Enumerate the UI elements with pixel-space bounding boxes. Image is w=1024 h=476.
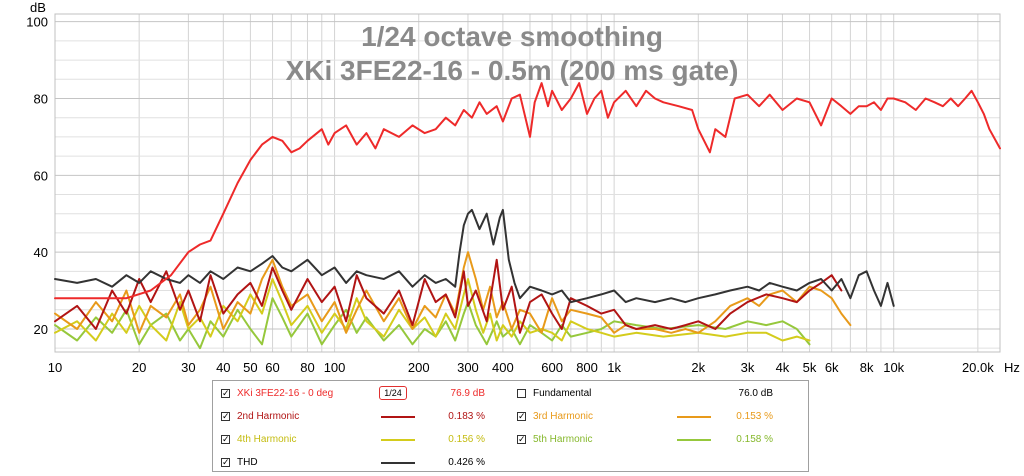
x-axis-label: Hz bbox=[1004, 360, 1020, 375]
x-tick-label: 6k bbox=[825, 360, 839, 375]
legend-value-5th-harmonic: 0.158 % bbox=[736, 434, 773, 445]
x-tick-label: 40 bbox=[216, 360, 230, 375]
y-tick-label: 80 bbox=[34, 92, 48, 107]
legend-label-3rd-harmonic: 3rd Harmonic bbox=[533, 411, 594, 422]
chart-subtitle: XKi 3FE22-16 - 0.5m (200 ms gate) bbox=[286, 55, 739, 86]
x-tick-label: 800 bbox=[576, 360, 598, 375]
legend-value-4th-harmonic: 0.156 % bbox=[448, 434, 485, 445]
legend-row-2nd-harmonic[interactable]: ✓ 2nd Harmonic 0.183 % bbox=[221, 409, 511, 425]
legend-label-5th-harmonic: 5th Harmonic bbox=[533, 434, 593, 445]
series-line-3rd-harmonic bbox=[54, 251, 852, 334]
series-line-xki-3fe22-16-0-deg bbox=[54, 82, 1001, 300]
x-tick-label: 200 bbox=[408, 360, 430, 375]
x-tick-label: 3k bbox=[741, 360, 755, 375]
x-tick-label: 1k bbox=[607, 360, 621, 375]
x-tick-label: 2k bbox=[691, 360, 705, 375]
x-tick-label: 4k bbox=[776, 360, 790, 375]
x-tick-label: 400 bbox=[492, 360, 514, 375]
x-tick-label: 20 bbox=[132, 360, 146, 375]
legend-row-thd[interactable]: ✓ THD 0.426 % bbox=[221, 455, 511, 471]
legend-checkbox-3rd-harmonic[interactable]: ✓ bbox=[517, 411, 526, 421]
series-line-5th-harmonic bbox=[54, 297, 811, 350]
x-tick-label: 20.0k bbox=[962, 360, 994, 375]
x-tick-label: 50 bbox=[243, 360, 257, 375]
x-tick-label: 300 bbox=[457, 360, 479, 375]
y-tick-label: 40 bbox=[34, 245, 48, 260]
y-tick-label: 60 bbox=[34, 168, 48, 183]
series-line-thd bbox=[54, 208, 895, 307]
legend-panel: ✓ XKi 3FE22-16 - 0 deg 1/24 76.9 dB Fund… bbox=[212, 380, 809, 472]
legend-swatch-5th-harmonic bbox=[677, 439, 711, 441]
plot-frame bbox=[54, 13, 1001, 353]
legend-label-4th-harmonic: 4th Harmonic bbox=[237, 434, 297, 445]
legend-checkbox-5th-harmonic[interactable]: ✓ bbox=[517, 434, 526, 444]
legend-label-response: XKi 3FE22-16 - 0 deg bbox=[237, 388, 334, 399]
legend-checkbox-2nd-harmonic[interactable]: ✓ bbox=[221, 411, 230, 421]
series-line-4th-harmonic bbox=[54, 278, 811, 342]
legend-swatch-4th-harmonic bbox=[381, 439, 415, 441]
x-tick-labels: 10 20 30 40 50 60 80 100 200 300 400 600 800 1k 2k 3k 4k… bbox=[48, 360, 994, 375]
y-tick-labels: 20 40 60 80 100 bbox=[26, 15, 48, 337]
legend-value-3rd-harmonic: 0.153 % bbox=[736, 411, 773, 422]
x-tick-label: 100 bbox=[324, 360, 346, 375]
legend-value-2nd-harmonic: 0.183 % bbox=[448, 411, 485, 422]
frequency-response-chart: 1/24 octave smoothing XKi 3FE22-16 - 0.5… bbox=[26, 0, 1020, 375]
x-tick-label: 10 bbox=[48, 360, 62, 375]
legend-label-fundamental: Fundamental bbox=[533, 388, 592, 399]
legend-row-response[interactable]: ✓ XKi 3FE22-16 - 0 deg 1/24 76.9 dB bbox=[221, 386, 511, 402]
legend-checkbox-4th-harmonic[interactable]: ✓ bbox=[221, 434, 230, 444]
legend-checkbox-thd[interactable]: ✓ bbox=[221, 457, 230, 467]
legend-value-thd: 0.426 % bbox=[448, 457, 485, 468]
legend-row-3rd-harmonic[interactable]: ✓ 3rd Harmonic 0.153 % bbox=[517, 409, 807, 425]
chart-title: 1/24 octave smoothing bbox=[361, 21, 663, 52]
legend-row-5th-harmonic[interactable]: ✓ 5th Harmonic 0.158 % bbox=[517, 432, 807, 448]
x-tick-label: 80 bbox=[300, 360, 314, 375]
x-tick-label: 600 bbox=[541, 360, 563, 375]
legend-label-2nd-harmonic: 2nd Harmonic bbox=[237, 411, 300, 422]
legend-checkbox-response[interactable]: ✓ bbox=[221, 388, 230, 398]
legend-row-fundamental[interactable]: Fundamental 76.0 dB bbox=[517, 386, 807, 402]
legend-label-thd: THD bbox=[237, 457, 258, 468]
legend-value-fundamental: 76.0 dB bbox=[738, 388, 773, 399]
legend-value-response: 76.9 dB bbox=[450, 388, 485, 399]
legend-swatch-thd bbox=[381, 462, 415, 464]
smoothing-badge[interactable]: 1/24 bbox=[379, 386, 407, 400]
legend-swatch-2nd-harmonic bbox=[381, 416, 415, 418]
legend-row-4th-harmonic[interactable]: ✓ 4th Harmonic 0.156 % bbox=[221, 432, 511, 448]
y-tick-label: 20 bbox=[34, 322, 48, 337]
x-tick-label: 30 bbox=[181, 360, 195, 375]
series-layer bbox=[54, 82, 1001, 350]
legend-swatch-3rd-harmonic bbox=[677, 416, 711, 418]
x-tick-label: 8k bbox=[860, 360, 874, 375]
y-axis-label: dB bbox=[30, 0, 46, 15]
legend-checkbox-fundamental[interactable] bbox=[517, 389, 526, 398]
x-tick-label: 10k bbox=[883, 360, 904, 375]
series-line-2nd-harmonic bbox=[54, 258, 843, 334]
y-tick-label: 100 bbox=[26, 15, 48, 30]
x-tick-label: 60 bbox=[265, 360, 279, 375]
x-tick-label: 5k bbox=[803, 360, 817, 375]
